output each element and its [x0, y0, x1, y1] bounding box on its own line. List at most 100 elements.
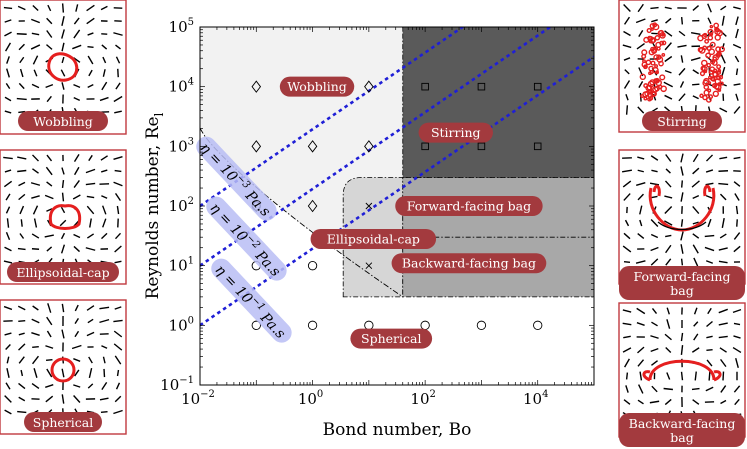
- flow-vector: [707, 307, 712, 315]
- flow-vector: [87, 383, 94, 389]
- flow-vector: [637, 384, 644, 394]
- flow-vector: [733, 245, 741, 253]
- flow-vector: [720, 399, 727, 405]
- inset-label-wobbling-0: Wobbling: [33, 114, 93, 129]
- flow-vector: [32, 355, 39, 365]
- inset-label-forward-1: bag: [670, 283, 693, 298]
- region-label-backward: Backward-facing bag: [402, 256, 536, 271]
- flow-vector: [60, 244, 66, 254]
- flow-vector: [61, 179, 65, 189]
- spherical-point-7: [307, 261, 318, 271]
- flow-vector: [625, 372, 629, 380]
- flow-vector: [735, 93, 739, 101]
- flow-vector: [3, 180, 13, 188]
- flow-vector: [693, 321, 699, 327]
- flow-vector: [5, 193, 11, 201]
- y-tick-base: 10: [169, 316, 188, 334]
- flow-vector: [115, 56, 121, 64]
- stirring-fragment: [716, 64, 722, 70]
- flow-vector: [664, 6, 672, 10]
- flow-vector: [17, 410, 27, 414]
- stirring-fragment: [661, 40, 667, 46]
- flow-vector: [649, 182, 660, 186]
- y-tick-label-4: 103: [169, 136, 194, 155]
- flow-vector: [47, 303, 52, 313]
- flow-vector: [665, 168, 671, 174]
- inset-content-spherical: [3, 303, 123, 416]
- stirring-fragment: [643, 83, 649, 89]
- stirring-fragment: [661, 53, 666, 57]
- ticks: [199, 26, 595, 386]
- stirring-fragment: [709, 24, 714, 29]
- flow-vector: [638, 29, 644, 38]
- flow-vector: [4, 246, 12, 252]
- flow-vector: [32, 205, 39, 215]
- flow-vector: [680, 244, 684, 254]
- flow-vector: [61, 56, 65, 64]
- flow-vector: [113, 32, 123, 36]
- flow-vector: [31, 195, 40, 199]
- flow-vector: [720, 385, 727, 393]
- flow-vector: [61, 303, 65, 313]
- flow-vector: [679, 81, 685, 88]
- flow-vector: [73, 96, 81, 102]
- flow-vector: [718, 308, 728, 314]
- spherical-point-0: [251, 320, 261, 330]
- flow-vector: [46, 368, 53, 378]
- flow-vector: [31, 331, 40, 337]
- stirring-fragment: [640, 94, 645, 99]
- flow-vector: [85, 168, 96, 174]
- flow-vector: [46, 17, 53, 25]
- flow-vector: [692, 205, 700, 215]
- stirring-point-0: [421, 82, 429, 91]
- flow-vector: [680, 55, 684, 63]
- flow-vector: [664, 220, 673, 226]
- flow-vector: [666, 319, 671, 329]
- viscosity-line-3: [200, 55, 594, 327]
- flow-vector: [18, 382, 26, 390]
- flow-vector: [6, 68, 10, 78]
- y-tick-exp: 1: [188, 256, 194, 267]
- flow-vector: [705, 154, 714, 162]
- flow-vector: [5, 382, 11, 390]
- viscosity-label-bg-2: [206, 196, 287, 281]
- flow-vector: [623, 335, 631, 339]
- flow-vector: [3, 260, 13, 264]
- y-tick-label-5: 104: [169, 77, 194, 96]
- flow-vector: [113, 409, 123, 415]
- flow-vector: [733, 232, 741, 240]
- flow-vector: [636, 181, 646, 187]
- flow-vector: [20, 219, 23, 227]
- flow-vector: [4, 409, 12, 415]
- flow-vector: [707, 218, 712, 228]
- stirring-fragment: [653, 54, 660, 61]
- flow-vector: [101, 169, 108, 173]
- inset-label-stirring-0: Stirring: [657, 114, 707, 129]
- flow-vector: [733, 106, 741, 114]
- flow-vector: [734, 193, 740, 201]
- flow-vector: [99, 397, 109, 401]
- flow-vector: [651, 307, 658, 315]
- flow-vector: [625, 105, 629, 115]
- flow-vector: [691, 180, 700, 188]
- stirring-fragment: [643, 36, 650, 43]
- flow-vector: [100, 5, 108, 11]
- flow-vector: [623, 80, 631, 89]
- flow-vector: [19, 68, 24, 78]
- viscosity-label-bg-3: [211, 258, 292, 343]
- flow-vector: [734, 398, 740, 406]
- y-tick-exp: 2: [188, 196, 194, 207]
- flow-vector: [115, 82, 121, 90]
- stirring-fragment: [707, 28, 714, 36]
- flow-vector: [622, 322, 632, 326]
- stirring-fragment: [645, 59, 652, 66]
- flow-vector: [637, 156, 645, 160]
- flow-vector: [5, 82, 11, 90]
- stirring-fragment: [654, 77, 660, 84]
- flow-vector: [623, 232, 631, 240]
- flow-vector: [678, 30, 686, 37]
- flow-vector: [19, 205, 25, 215]
- inset-label-bg-backward: [619, 413, 745, 447]
- flow-vector: [113, 330, 123, 338]
- y-tick-label-6: 105: [169, 17, 194, 36]
